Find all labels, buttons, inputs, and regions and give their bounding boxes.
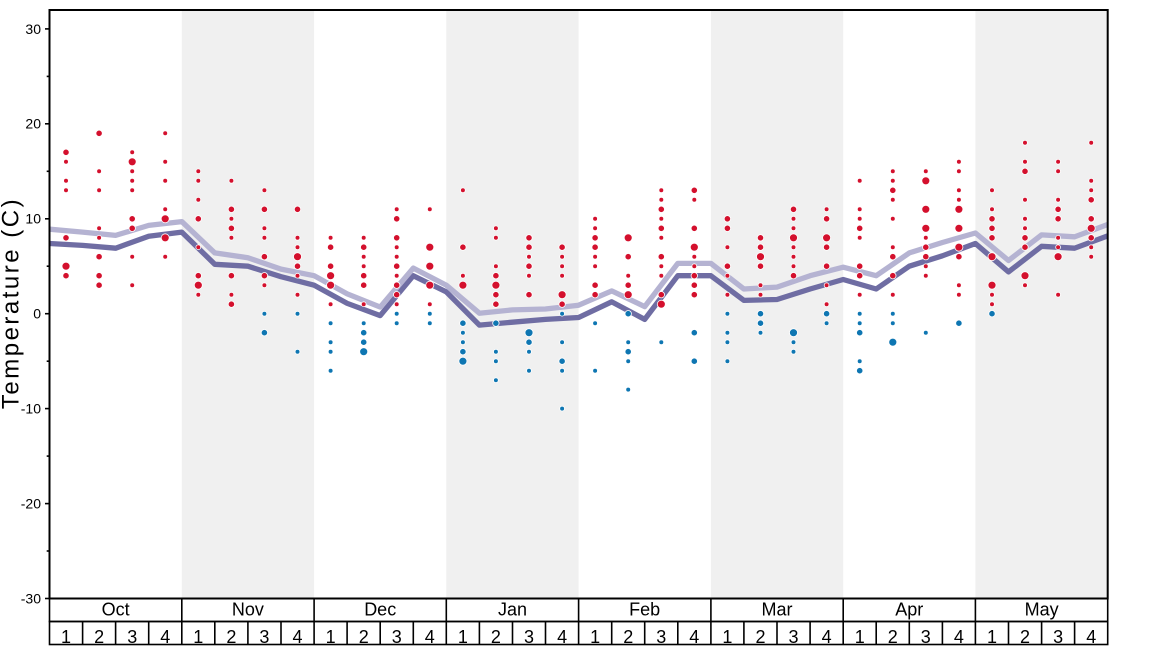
svg-text:1: 1 [855,627,865,647]
svg-text:3: 3 [524,627,534,647]
svg-text:3: 3 [1053,627,1063,647]
svg-text:3: 3 [656,627,666,647]
svg-text:20: 20 [25,116,41,132]
svg-text:4: 4 [292,627,302,647]
svg-text:Apr: Apr [895,599,923,619]
svg-text:2: 2 [94,627,104,647]
svg-text:1: 1 [61,627,71,647]
svg-text:3: 3 [392,627,402,647]
svg-text:-30: -30 [21,590,41,606]
svg-text:3: 3 [259,627,269,647]
svg-text:3: 3 [921,627,931,647]
svg-text:1: 1 [458,627,468,647]
svg-text:Nov: Nov [232,599,264,619]
svg-text:Dec: Dec [364,599,396,619]
svg-text:4: 4 [557,627,567,647]
svg-text:4: 4 [822,627,832,647]
svg-text:10: 10 [25,211,41,227]
svg-text:4: 4 [689,627,699,647]
svg-text:2: 2 [226,627,236,647]
svg-text:30: 30 [25,21,41,37]
svg-text:3: 3 [788,627,798,647]
svg-text:2: 2 [755,627,765,647]
svg-text:-20: -20 [21,496,41,512]
svg-text:Feb: Feb [629,599,660,619]
svg-text:Oct: Oct [102,599,130,619]
svg-text:1: 1 [193,627,203,647]
svg-text:2: 2 [623,627,633,647]
svg-text:1: 1 [590,627,600,647]
svg-text:-10: -10 [21,401,41,417]
svg-text:Temperature (C): Temperature (C) [0,197,25,409]
svg-text:4: 4 [1086,627,1096,647]
svg-text:Mar: Mar [762,599,793,619]
svg-text:3: 3 [127,627,137,647]
svg-text:2: 2 [491,627,501,647]
svg-text:2: 2 [888,627,898,647]
svg-text:2: 2 [359,627,369,647]
svg-text:1: 1 [326,627,336,647]
svg-text:May: May [1025,599,1059,619]
svg-text:4: 4 [954,627,964,647]
svg-text:4: 4 [425,627,435,647]
svg-text:0: 0 [33,306,41,322]
svg-text:2: 2 [1020,627,1030,647]
svg-text:1: 1 [987,627,997,647]
svg-text:1: 1 [722,627,732,647]
svg-text:4: 4 [160,627,170,647]
svg-text:Jan: Jan [498,599,527,619]
